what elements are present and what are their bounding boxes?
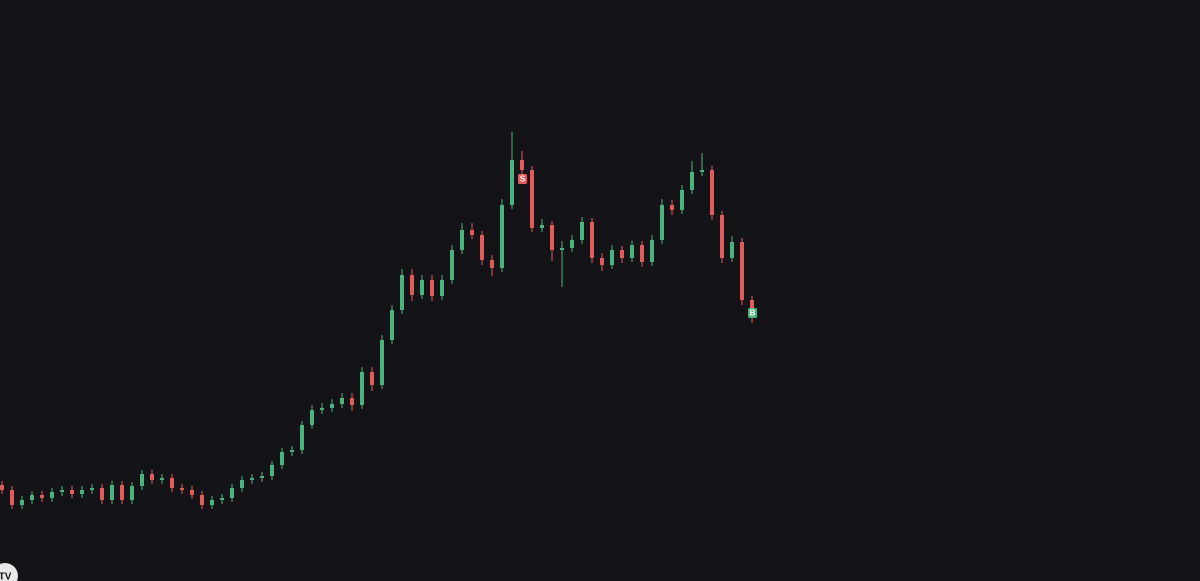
- candle-body: [510, 160, 514, 205]
- candle-body: [370, 372, 374, 385]
- candle-body: [100, 488, 104, 500]
- candle-body: [340, 398, 344, 404]
- candle-body: [480, 235, 484, 260]
- candle-body: [290, 450, 294, 452]
- candle-body: [680, 190, 684, 210]
- candle-body: [590, 222, 594, 258]
- candle-body: [230, 488, 234, 498]
- candle-body: [140, 474, 144, 486]
- candle-body: [520, 160, 524, 170]
- candle-body: [270, 465, 274, 476]
- candle-body: [640, 245, 644, 262]
- candle-body: [90, 488, 94, 490]
- candle-body: [60, 490, 64, 492]
- candle-body: [430, 280, 434, 296]
- candle-body: [410, 275, 414, 295]
- candle-body: [530, 170, 534, 228]
- signal-badge: [748, 308, 757, 318]
- candle-body: [700, 170, 704, 172]
- candle-body: [570, 240, 574, 248]
- signal-badge: [518, 174, 527, 184]
- candle-body: [500, 205, 504, 268]
- signal-label: B: [750, 309, 756, 318]
- candle-body: [400, 275, 404, 310]
- candle-body: [120, 485, 124, 500]
- candle-body: [210, 500, 214, 505]
- candle-body: [350, 398, 354, 405]
- candle-body: [240, 480, 244, 488]
- candle-body: [10, 490, 14, 505]
- candle-body: [600, 258, 604, 265]
- candle-body: [40, 495, 44, 498]
- candle-body: [610, 250, 614, 265]
- candle-body: [300, 425, 304, 450]
- candle-body: [80, 490, 84, 494]
- candle-body: [710, 170, 714, 215]
- candle-body: [630, 245, 634, 258]
- candle-body: [470, 230, 474, 235]
- candle-body: [380, 340, 384, 385]
- candle-body: [50, 492, 54, 498]
- logo-badge: [0, 563, 18, 581]
- candle-body: [660, 205, 664, 240]
- candle-body: [490, 260, 494, 268]
- candle-body: [70, 490, 74, 494]
- candle-body: [440, 280, 444, 296]
- candle-body: [200, 495, 204, 505]
- candle-body: [20, 500, 24, 505]
- watermark: TV: [0, 572, 12, 581]
- signal-label: S: [520, 175, 526, 184]
- candle-body: [390, 310, 394, 340]
- candle-body: [30, 495, 34, 500]
- candle-body: [110, 485, 114, 500]
- candle-body: [420, 280, 424, 295]
- candle-body: [650, 240, 654, 262]
- candle-body: [260, 476, 264, 478]
- candle-body: [670, 205, 674, 210]
- candle-body: [450, 250, 454, 280]
- candle-body: [180, 488, 184, 490]
- candle-body: [150, 474, 154, 480]
- candle-body: [460, 230, 464, 250]
- candle-body: [580, 222, 584, 240]
- candle-body: [620, 250, 624, 258]
- candle-body: [560, 248, 564, 250]
- candle-body: [320, 408, 324, 410]
- candle-body: [550, 225, 554, 250]
- candle-body: [170, 478, 174, 488]
- candle-body: [130, 486, 134, 500]
- candle-body: [540, 225, 544, 228]
- candle-body: [330, 404, 334, 408]
- candle-body: [220, 498, 224, 500]
- candle-body: [720, 215, 724, 258]
- candle-body: [730, 242, 734, 258]
- candle-body: [190, 490, 194, 495]
- candle-body: [310, 410, 314, 425]
- candle-body: [740, 242, 744, 300]
- candle-body: [160, 478, 164, 480]
- candle-body: [360, 372, 364, 405]
- candle-body: [0, 485, 4, 490]
- candle-body: [280, 452, 284, 465]
- candle-body: [250, 478, 254, 480]
- candle-body: [690, 172, 694, 190]
